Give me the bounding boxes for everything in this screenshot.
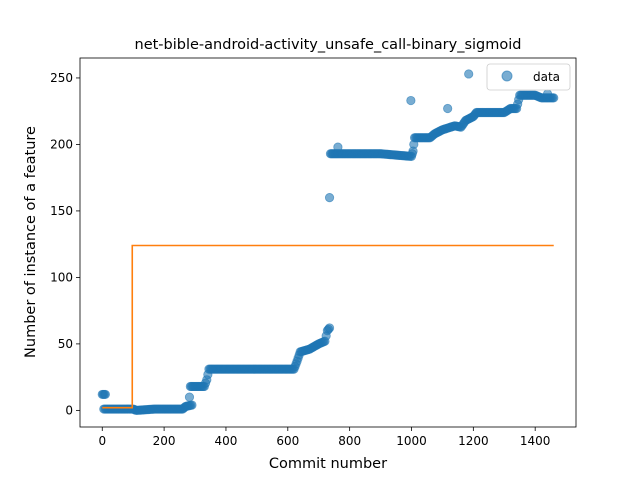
data-point xyxy=(333,142,343,152)
data-point xyxy=(100,389,110,400)
y-tick-label: 50 xyxy=(58,337,73,351)
data-point xyxy=(187,400,197,410)
y-tick-label: 200 xyxy=(50,137,73,151)
y-tick-label: 0 xyxy=(65,403,73,417)
y-axis-label: Number of instance of a feature xyxy=(23,126,39,358)
data-point xyxy=(324,193,335,203)
legend: data xyxy=(486,63,571,91)
x-axis-label: Commit number xyxy=(269,456,387,472)
fit-line xyxy=(102,244,554,409)
x-tick-label: 600 xyxy=(276,434,299,448)
x-tick-label: 1000 xyxy=(396,434,427,448)
data-point xyxy=(324,323,335,333)
data-point xyxy=(464,69,474,79)
data-point xyxy=(443,103,453,114)
data-point xyxy=(542,89,553,99)
x-tick-label: 800 xyxy=(338,434,361,448)
axes-layer: 0 200 400 600 800 1000 1200 1400 0 50 100 150 200 250 xyxy=(50,71,550,448)
legend-box xyxy=(486,63,571,91)
plot-area xyxy=(80,58,576,427)
data-layer xyxy=(97,69,559,415)
x-tick-label: 1200 xyxy=(458,434,489,448)
legend-label-data: data xyxy=(533,70,560,84)
y-tick-label: 250 xyxy=(50,71,73,85)
data-point xyxy=(184,392,195,402)
x-tick-label: 1400 xyxy=(520,434,551,448)
x-tick-label: 0 xyxy=(98,434,106,448)
y-tick-label: 100 xyxy=(50,270,73,284)
data-point xyxy=(406,95,416,106)
x-tick-label: 200 xyxy=(153,434,176,448)
legend-marker-data xyxy=(501,70,513,82)
axes-frame xyxy=(79,57,577,428)
x-tick-label: 400 xyxy=(215,434,238,448)
y-tick-label: 150 xyxy=(50,204,73,218)
chart-title: net-bible-android-activity_unsafe_call-b… xyxy=(135,37,522,53)
